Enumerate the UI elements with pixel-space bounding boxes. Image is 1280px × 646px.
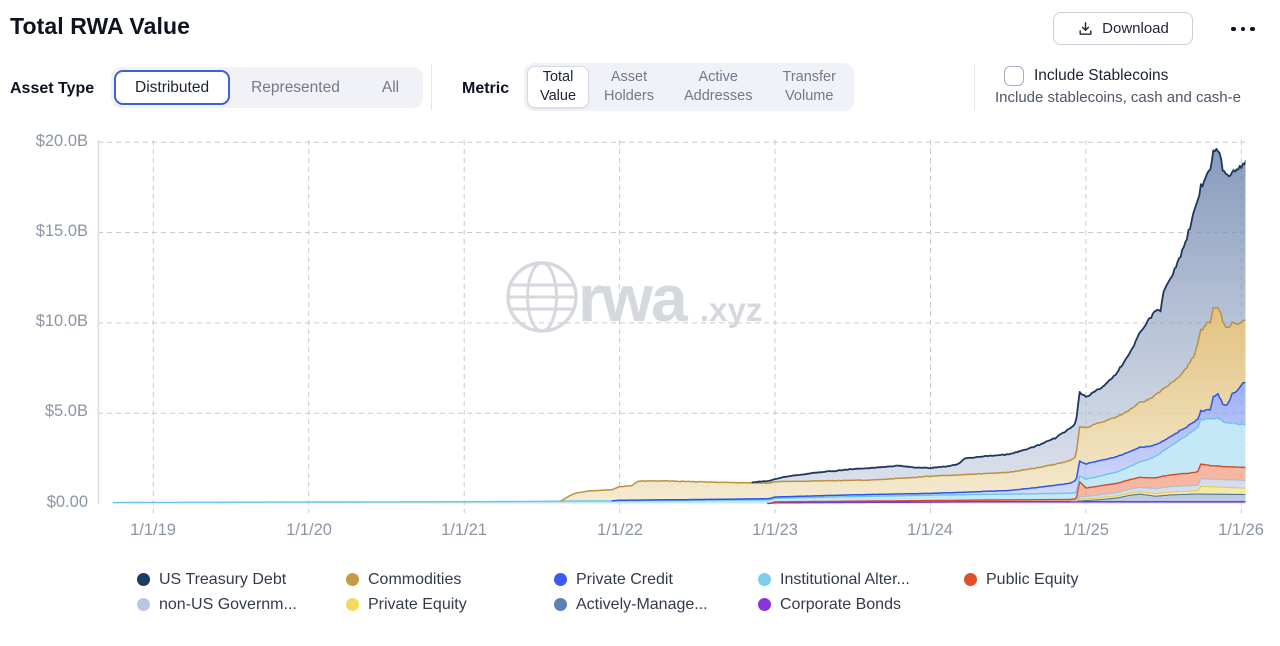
y-axis-tick: $0.00 — [46, 493, 88, 511]
metric-option-transfer-volume[interactable]: Transfer Volume — [768, 66, 851, 108]
x-axis-tick: 1/1/20 — [286, 521, 332, 539]
include-stablecoins-checkbox[interactable] — [1004, 66, 1024, 86]
ellipsis-dot — [1250, 26, 1255, 32]
asset-type-segmented-control: Distributed Represented All — [111, 67, 424, 108]
svg-text:rwa: rwa — [578, 261, 689, 335]
legend-item-us-treasury-debt[interactable]: US Treasury Debt — [137, 567, 346, 592]
legend-dot — [137, 573, 150, 586]
download-icon — [1077, 20, 1094, 37]
x-axis-tick: 1/1/22 — [597, 521, 643, 539]
legend-item-commodities[interactable]: Commodities — [346, 567, 554, 592]
legend-item-public-equity[interactable]: Public Equity — [964, 567, 1194, 592]
metric-segmented-control: Total Value Asset Holders Active Address… — [524, 63, 854, 111]
watermark: rwa .xyz — [506, 261, 762, 335]
y-axis-tick: $15.0B — [35, 222, 88, 240]
page-title: Total RWA Value — [10, 13, 190, 39]
asset-type-label: Asset Type — [10, 80, 95, 97]
svg-text:.xyz: .xyz — [700, 291, 762, 328]
x-axis-tick: 1/1/25 — [1063, 521, 1109, 539]
include-stablecoins-description: Include stablecoins, cash and cash-e — [995, 89, 1241, 106]
metric-option-asset-holders[interactable]: Asset Holders — [589, 66, 669, 108]
ellipsis-dot — [1231, 26, 1236, 32]
metric-label: Metric — [462, 80, 510, 97]
legend-item-non-us-government[interactable]: non-US Governm... — [137, 592, 346, 617]
legend-dot — [758, 598, 771, 611]
x-axis-tick: 1/1/26 — [1218, 521, 1264, 539]
legend-dot — [758, 573, 771, 586]
legend-dot — [964, 573, 977, 586]
y-axis-tick: $20.0B — [35, 132, 88, 150]
legend-dot — [554, 573, 567, 586]
x-axis-tick: 1/1/24 — [907, 521, 953, 539]
legend-dot — [346, 598, 359, 611]
filter-divider — [974, 64, 975, 110]
metric-option-total-value[interactable]: Total Value — [527, 66, 590, 108]
filter-divider — [431, 64, 432, 110]
legend-item-private-equity[interactable]: Private Equity — [346, 592, 554, 617]
asset-type-option-all[interactable]: All — [361, 70, 420, 105]
download-button[interactable]: Download — [1053, 12, 1193, 45]
legend-item-actively-managed[interactable]: Actively-Manage... — [554, 592, 758, 617]
chart-legend: US Treasury Debt non-US Governm... Commo… — [137, 567, 1194, 617]
x-axis-tick: 1/1/21 — [441, 521, 487, 539]
asset-type-option-distributed[interactable]: Distributed — [114, 70, 231, 105]
include-stablecoins-label: Include Stablecoins — [1034, 67, 1169, 84]
more-options-button[interactable] — [1222, 20, 1264, 38]
legend-item-corporate-bonds[interactable]: Corporate Bonds — [758, 592, 964, 617]
metric-option-active-addresses[interactable]: Active Addresses — [669, 66, 768, 108]
legend-item-institutional-alternative[interactable]: Institutional Alter... — [758, 567, 964, 592]
legend-dot — [137, 598, 150, 611]
download-label: Download — [1102, 20, 1169, 37]
legend-dot — [554, 598, 567, 611]
x-axis-tick: 1/1/23 — [752, 521, 798, 539]
y-axis-tick: $5.0B — [44, 402, 88, 420]
x-axis-tick: 1/1/19 — [130, 521, 176, 539]
y-axis-tick: $10.0B — [35, 312, 88, 330]
asset-type-option-represented[interactable]: Represented — [230, 70, 361, 105]
ellipsis-dot — [1240, 26, 1246, 32]
legend-item-private-credit[interactable]: Private Credit — [554, 567, 758, 592]
legend-dot — [346, 573, 359, 586]
